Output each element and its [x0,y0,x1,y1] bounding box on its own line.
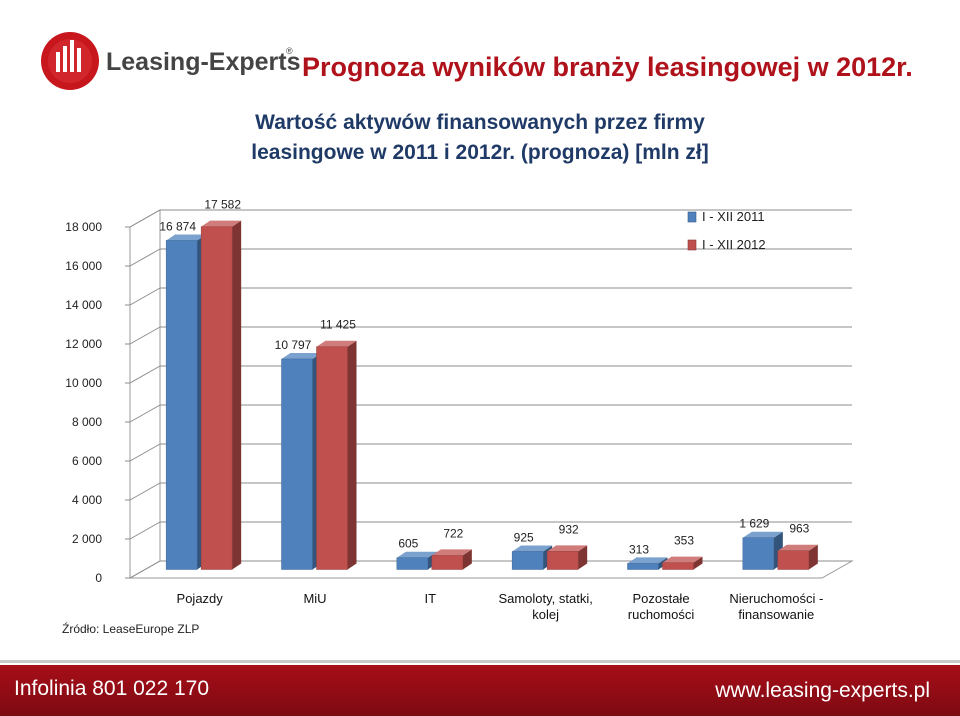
bar-side [232,220,242,570]
logo-reg-mark: ® [286,46,293,56]
chart-side-wall [129,209,161,579]
x-tick-label: MiU [303,591,326,606]
y-tick-label: 0 [95,571,102,585]
x-tick-label-line: Pozostałe [632,591,689,606]
bar [511,551,544,570]
x-tick-label-line: ruchomości [628,607,695,622]
footer-hotline: Infolinia 801 022 170 [14,677,209,700]
x-tick-label: Nieruchomości -finansowanie [729,591,823,622]
footer-divider [0,660,960,663]
x-tick-label-line: finansowanie [738,607,814,622]
bar-top [396,551,437,558]
data-label: 1 629 [739,517,769,531]
footer-website-link[interactable]: www.leasing-experts.pl [715,679,930,702]
x-tick-label-line: Samoloty, statki, [498,591,592,606]
bar [742,537,775,570]
bar [281,358,313,570]
y-tick-label: 16 000 [65,259,102,273]
data-label: 722 [443,526,463,540]
y-tick-label: 14 000 [65,298,102,312]
bar [165,240,198,570]
bar-top [201,220,242,227]
bar [777,550,810,570]
chart-title-line-1: Wartość aktywów finansowanych przez firm… [255,111,705,134]
legend-swatch [687,239,697,251]
x-tick-label-line: MiU [303,591,326,606]
data-label: 16 874 [159,219,196,233]
bar-top [662,556,703,563]
legend-label: I - XII 2012 [702,237,766,252]
y-tick-label: 8 000 [72,415,102,429]
data-label: 932 [559,522,579,536]
bar [627,563,659,570]
x-tick-label: Pozostałe ruchomości [628,591,695,622]
data-label: 10 797 [275,338,312,352]
gridline-side [129,209,161,228]
page-title: Prognoza wyników branży leasingowej w 20… [302,52,913,82]
bar-top [316,340,357,347]
data-label: 11 425 [320,318,356,332]
data-label: 353 [674,534,694,548]
data-label: 963 [789,522,809,536]
bar-top [166,234,207,241]
x-tick-label-line: Pojazdy [177,591,224,606]
legend-swatch [687,211,697,223]
bar-top [281,352,322,359]
bar [662,562,694,570]
data-label: 17 582 [204,198,241,212]
y-tick-label: 4 000 [72,493,102,507]
gridline-side [129,443,161,462]
x-tick-label: Samoloty, statki, kolej [498,591,592,622]
y-tick-label: 6 000 [72,454,102,468]
gridline-side [129,248,161,267]
bar-side [578,545,588,570]
bar-side [462,549,472,570]
y-tick-label: 10 000 [65,376,102,390]
x-tick-label-line: IT [425,591,437,606]
chart-title-line-2: leasingowe w 2011 i 2012r. (prognoza) [m… [251,141,709,164]
gridline-side [129,365,161,384]
bar-side [693,556,703,570]
gridline-side [129,326,161,345]
footer-bar: Infolinia 801 022 170 www.leasing-expert… [0,665,960,716]
gridline-side [129,482,161,501]
data-label: 313 [629,542,649,556]
bar [396,557,429,570]
bar [200,226,233,570]
y-tick-label: 18 000 [65,220,102,234]
gridline-side [129,404,161,423]
bar-top [431,549,472,556]
source-note: Źródło: LeaseEurope ZLP [62,622,200,636]
chart-title: Wartość aktywów finansowanych przez firm… [200,108,760,168]
y-tick-label: 2 000 [72,532,102,546]
bar-top [627,557,668,564]
logo-text: Leasing-Experts [106,48,300,76]
legend-label: I - XII 2011 [702,209,765,224]
x-tick-label: IT [425,591,437,606]
data-label: 925 [514,530,534,544]
bar-side [808,544,818,570]
data-label: 605 [398,537,418,551]
bar [316,346,348,570]
y-tick-label: 12 000 [65,337,102,351]
x-tick-label-line: Nieruchomości - [729,591,823,606]
bar-side [347,340,357,570]
x-tick-label-line: kolej [532,607,559,622]
x-tick-label: Pojazdy [177,591,224,606]
gridline-side [129,521,161,540]
bar-top [512,545,553,552]
bar-top [742,531,783,538]
bar-top [777,544,818,551]
gridline-side [129,560,161,579]
bar [546,551,579,570]
bar [431,555,464,570]
company-logo: Leasing-Experts ® [40,26,301,96]
bar-top [547,545,588,552]
gridline-side [129,287,161,306]
